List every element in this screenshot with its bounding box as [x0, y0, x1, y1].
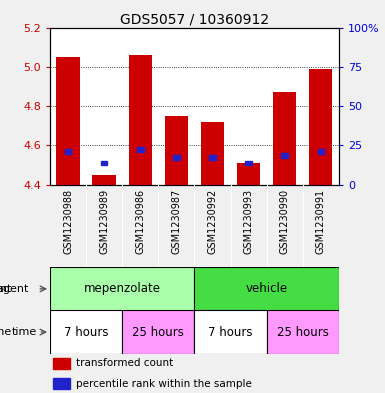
Text: GSM1230992: GSM1230992: [208, 189, 218, 254]
Bar: [281, 153, 288, 158]
Bar: [101, 161, 107, 165]
Bar: [137, 147, 144, 152]
Text: transformed count: transformed count: [76, 358, 173, 368]
Bar: [50, 310, 122, 354]
Text: percentile rank within the sample: percentile rank within the sample: [76, 378, 252, 389]
Bar: [53, 378, 70, 389]
Bar: [194, 267, 339, 310]
Text: GSM1230988: GSM1230988: [63, 189, 73, 254]
Bar: [209, 155, 216, 160]
Bar: [65, 149, 71, 154]
Text: GSM1230993: GSM1230993: [244, 189, 254, 254]
Bar: [309, 69, 333, 185]
Text: GSM1230987: GSM1230987: [171, 189, 181, 254]
Bar: [50, 267, 194, 310]
Bar: [273, 92, 296, 185]
Bar: [129, 55, 152, 185]
Bar: [165, 116, 188, 185]
Text: GSM1230991: GSM1230991: [316, 189, 326, 254]
Text: time: time: [0, 327, 12, 337]
Text: 25 hours: 25 hours: [132, 325, 184, 339]
Text: GSM1230990: GSM1230990: [280, 189, 290, 254]
Bar: [266, 310, 339, 354]
Text: agent: agent: [0, 284, 28, 294]
Bar: [56, 57, 80, 185]
Text: 25 hours: 25 hours: [277, 325, 329, 339]
Bar: [122, 310, 194, 354]
Bar: [245, 161, 252, 165]
Text: 7 hours: 7 hours: [64, 325, 109, 339]
Bar: [53, 358, 70, 369]
Bar: [237, 163, 260, 185]
Title: GDS5057 / 10360912: GDS5057 / 10360912: [120, 12, 269, 26]
Bar: [201, 122, 224, 185]
Text: 7 hours: 7 hours: [208, 325, 253, 339]
Bar: [194, 310, 266, 354]
Text: GSM1230989: GSM1230989: [99, 189, 109, 254]
Text: agent: agent: [0, 284, 12, 294]
Text: GSM1230986: GSM1230986: [135, 189, 145, 254]
Text: vehicle: vehicle: [246, 282, 288, 296]
Bar: [92, 175, 116, 185]
Text: time: time: [12, 327, 37, 337]
Text: mepenzolate: mepenzolate: [84, 282, 161, 296]
Bar: [318, 149, 324, 154]
Bar: [173, 155, 180, 160]
